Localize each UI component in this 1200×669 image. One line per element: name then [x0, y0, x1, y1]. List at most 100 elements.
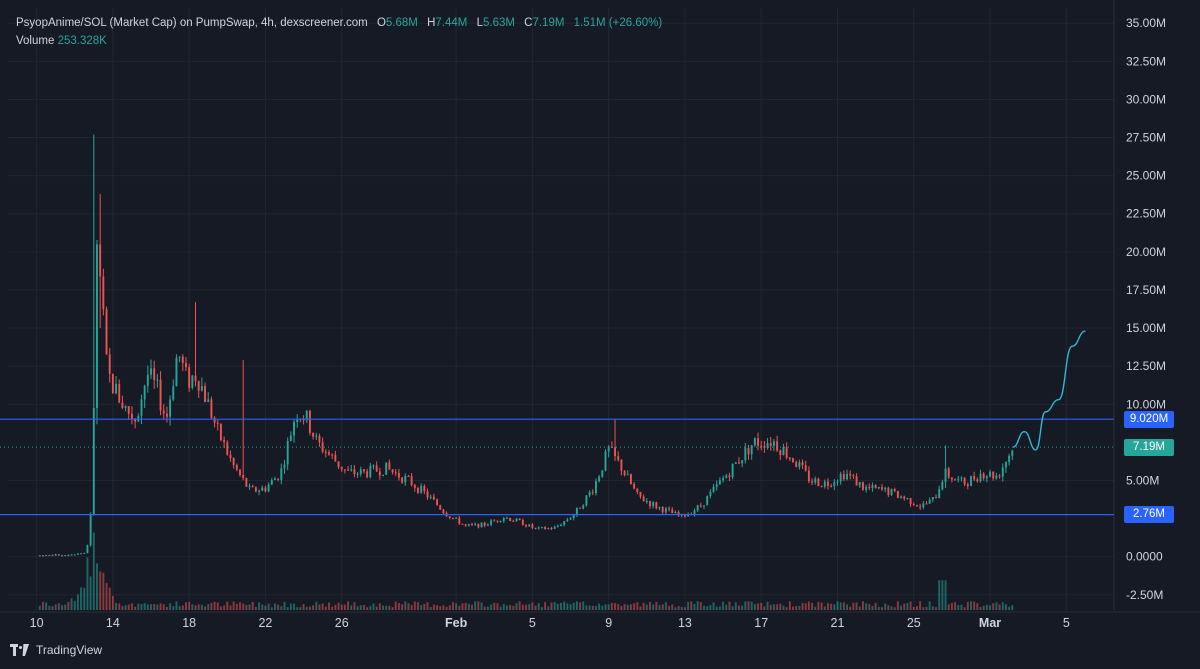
candle-up — [865, 486, 868, 490]
volume-bar — [884, 603, 887, 610]
volume-bar — [172, 606, 175, 610]
volume-bar — [448, 605, 451, 610]
volume-bar — [308, 606, 311, 610]
candle-down — [264, 487, 267, 492]
horizontal-levels[interactable] — [0, 418, 1114, 516]
candle-up — [560, 525, 562, 527]
candle-up — [696, 505, 699, 511]
candle-down — [251, 486, 254, 488]
candle-down — [509, 517, 512, 521]
volume-bar — [957, 605, 960, 610]
volume-bar — [1008, 606, 1011, 610]
volume-bar — [80, 587, 83, 610]
volume-bar — [922, 607, 925, 610]
volume-bar — [528, 604, 531, 610]
candle-down — [102, 276, 105, 310]
volume-bar — [150, 604, 152, 610]
candle-up — [718, 480, 721, 485]
volume-bar — [343, 604, 346, 610]
volume-bar — [830, 603, 833, 610]
candle-down — [471, 524, 473, 526]
candle-down — [439, 505, 442, 510]
candle-up — [143, 385, 146, 400]
candle-down — [642, 496, 645, 502]
volume-bar — [328, 602, 330, 610]
volume-bar — [404, 601, 407, 610]
volume-bar — [394, 601, 397, 610]
volume-bar — [439, 606, 442, 610]
tradingview-branding[interactable]: TradingView — [10, 640, 102, 660]
volume-bar — [426, 602, 429, 610]
candle-up — [537, 527, 540, 529]
candle-up — [734, 462, 737, 464]
candle-down — [801, 462, 804, 466]
volume-bar — [280, 606, 283, 610]
volume-bar — [248, 604, 251, 610]
candle-up — [598, 476, 601, 482]
candle-down — [788, 457, 791, 459]
volume-bar — [57, 603, 60, 610]
candle-up — [455, 517, 458, 519]
candle-down — [947, 468, 950, 478]
y-tick-label: 20.00M — [1126, 245, 1166, 259]
candle-up — [547, 527, 550, 530]
candle-up — [709, 491, 712, 496]
grid-lines — [0, 0, 1200, 613]
candle-up — [715, 484, 718, 487]
volume-bar — [642, 602, 645, 610]
candle-up — [359, 469, 362, 474]
volume-bar — [340, 604, 343, 610]
candle-down — [108, 354, 111, 374]
volume-bar — [73, 600, 76, 610]
volume-bar — [245, 604, 248, 610]
candle-up — [566, 519, 569, 522]
candle-down — [321, 442, 324, 452]
candle-up — [490, 520, 493, 525]
volume-bar — [941, 580, 944, 610]
level-lower-price-tag[interactable]: 2.76M — [1124, 506, 1174, 524]
candle-up — [687, 514, 690, 517]
level-upper-price-tag[interactable]: 9.020M — [1124, 410, 1174, 428]
volume-bar — [858, 606, 861, 610]
volume-bar — [385, 605, 388, 610]
candle-down — [973, 475, 976, 480]
volume-bar — [896, 601, 899, 610]
time-axis[interactable]: 10 14 18 22 26 Feb 5 9 13 17 21 25 Mar 5 — [30, 616, 1070, 630]
candle-up — [970, 475, 972, 486]
volume-bar — [601, 605, 604, 610]
volume-bar — [639, 606, 642, 610]
candle-down — [394, 472, 397, 474]
candle-up — [890, 489, 893, 495]
candle-down — [324, 451, 327, 453]
volume-bar — [801, 602, 804, 610]
candle-down — [448, 516, 451, 518]
volume-bar — [118, 603, 121, 610]
volume-bar — [496, 603, 499, 610]
volume-bar — [890, 606, 893, 610]
volume-bar — [185, 602, 187, 610]
candle-down — [614, 447, 616, 457]
volume-bar — [534, 605, 537, 610]
x-tick-label: 25 — [907, 616, 921, 630]
volume-bar — [1004, 604, 1007, 610]
volume-bar — [931, 606, 934, 610]
candle-down — [235, 465, 238, 470]
price-axis[interactable]: 35.00M 32.50M 30.00M 27.50M 25.00M 22.50M 20.0… — [1126, 16, 1166, 602]
volume-bar — [115, 603, 118, 610]
candle-up — [48, 554, 51, 556]
volume-bar — [696, 601, 699, 610]
candle-down — [579, 507, 582, 509]
projection-drawing[interactable] — [1012, 330, 1086, 451]
candle-down — [623, 470, 626, 475]
volume-bar — [788, 601, 791, 610]
candle-up — [89, 513, 92, 546]
candle-up — [258, 490, 261, 492]
last-price-tag[interactable]: 7.19M — [1124, 438, 1174, 456]
candle-up — [569, 518, 572, 520]
y-tick-label: 12.50M — [1126, 359, 1166, 373]
candle-down — [159, 379, 162, 411]
candle-up — [474, 523, 477, 525]
